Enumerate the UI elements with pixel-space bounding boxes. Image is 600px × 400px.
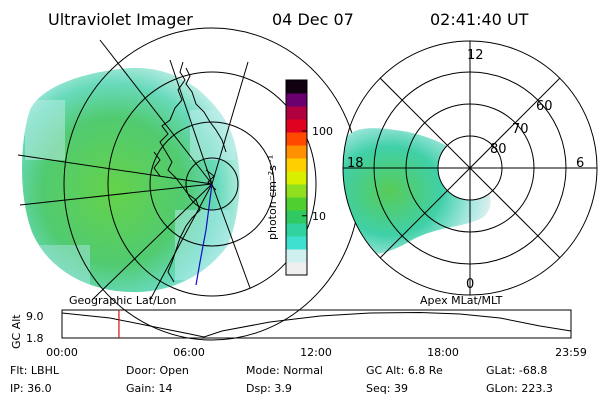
altitude-plot-frame [61, 309, 572, 339]
status-panel: Flt: LBHL Door: Open Mode: Normal GC Alt… [10, 364, 553, 395]
mlat-label-60: 60 [536, 99, 553, 114]
colorbar-band [286, 119, 307, 133]
colorbar-ticks: 100 10 [302, 125, 333, 223]
altitude-plot: GC Alt 9.0 1.8 00:00 06:00 12:00 18:00 2… [10, 309, 587, 359]
colorbar: 100 10 photon cm⁻²s⁻¹ [266, 79, 333, 276]
right-panel-caption: Apex MLat/MLT [420, 294, 503, 307]
altitude-axis-label: GC Alt [10, 314, 23, 349]
status-gc-alt: GC Alt: 6.8 Re [366, 364, 443, 377]
colorbar-band [286, 223, 307, 237]
colorbar-band [286, 184, 307, 198]
status-mode: Mode: Normal [246, 364, 323, 377]
colorbar-band [286, 249, 307, 263]
mlat-label-80: 80 [490, 142, 507, 157]
date-label: 04 Dec 07 [272, 10, 354, 29]
time-tick-0600: 06:00 [173, 346, 205, 359]
colorbar-band [286, 80, 307, 94]
left-panel-caption: Geographic Lat/Lon [69, 294, 176, 307]
status-dsp: Dsp: 3.9 [246, 382, 292, 395]
status-seq: Seq: 39 [366, 382, 408, 395]
time-tick-1800: 18:00 [427, 346, 459, 359]
status-flt: Flt: LBHL [10, 364, 60, 377]
status-glat: GLat: -68.8 [486, 364, 547, 377]
mlt-label-12: 12 [467, 48, 484, 63]
instrument-title: Ultraviolet Imager [48, 10, 193, 29]
polar-image: 12 18 6 0 60 70 80 Apex MLat/MLT [342, 40, 598, 307]
altitude-tick-1-8: 1.8 [26, 332, 44, 345]
mlt-label-0: 0 [466, 277, 474, 292]
colorbar-frame [285, 79, 308, 276]
status-gain: Gain: 14 [126, 382, 173, 395]
colorbar-tick-label: 10 [312, 210, 326, 223]
colorbar-bands [286, 80, 307, 276]
time-tick-2359: 23:59 [555, 346, 587, 359]
geographic-image: Geographic Lat/Lon [17, 27, 361, 341]
mlt-label-6: 6 [576, 156, 584, 171]
colorbar-tick-label: 100 [312, 125, 333, 138]
colorbar-band [286, 210, 307, 224]
mlat-label-70: 70 [512, 122, 529, 137]
status-glon: GLon: 223.3 [486, 382, 553, 395]
colorbar-band [286, 197, 307, 211]
meridian-trace [195, 183, 213, 286]
time-tick-0000: 00:00 [46, 346, 78, 359]
status-door: Door: Open [126, 364, 189, 377]
mlt-spokes [343, 41, 597, 295]
status-ip: IP: 36.0 [10, 382, 52, 395]
colorbar-band [286, 158, 307, 172]
colorbar-band [286, 171, 307, 185]
colorbar-band [286, 106, 307, 120]
lat-lon-grid [17, 27, 361, 341]
altitude-tick-9: 9.0 [26, 310, 44, 323]
colorbar-band [286, 145, 307, 159]
colorbar-band [286, 262, 307, 276]
time-label: 02:41:40 UT [430, 10, 529, 29]
colorbar-band [286, 236, 307, 250]
altitude-curve [61, 311, 572, 338]
colorbar-band [286, 93, 307, 107]
colorbar-label: photon cm⁻²s⁻¹ [266, 155, 279, 240]
mlt-label-18: 18 [347, 156, 364, 171]
time-tick-1200: 12:00 [300, 346, 332, 359]
colorbar-band [286, 132, 307, 146]
